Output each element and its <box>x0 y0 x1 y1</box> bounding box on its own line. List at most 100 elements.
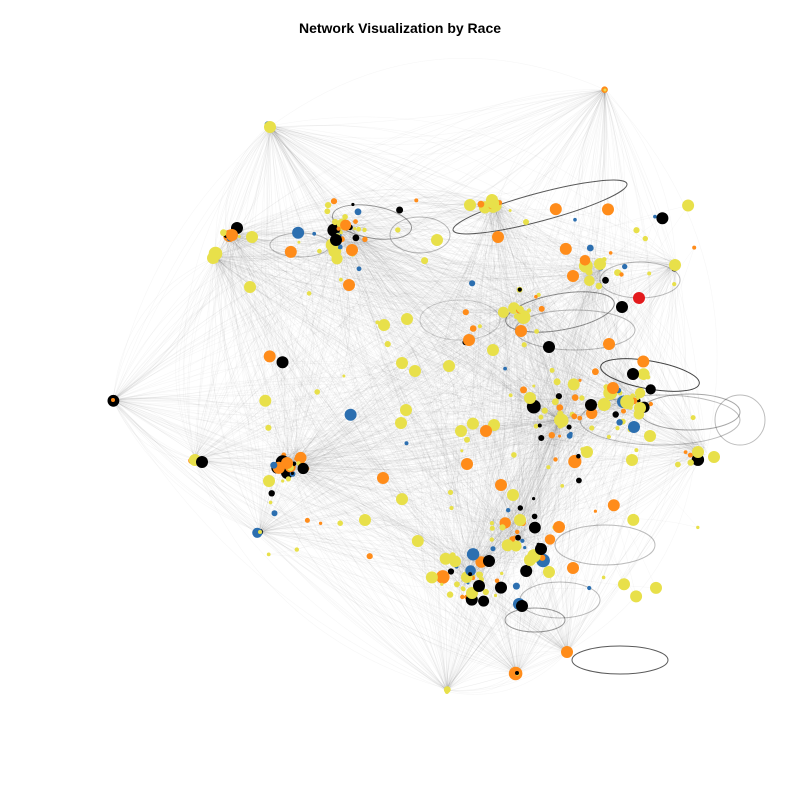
network-edge <box>276 419 561 469</box>
network-edge <box>289 464 657 589</box>
network-edge <box>213 256 568 653</box>
network-edge <box>348 235 500 539</box>
network-edge <box>223 232 561 421</box>
network-edge <box>282 455 705 483</box>
network-edge <box>228 222 340 241</box>
network-node <box>534 294 538 299</box>
network-node <box>337 244 343 250</box>
network-edge <box>196 301 534 463</box>
network-edge <box>228 201 602 282</box>
network-edge <box>283 309 521 456</box>
network-edge <box>268 126 596 264</box>
network-edge <box>271 126 629 405</box>
network-edge <box>192 201 492 460</box>
network-edge <box>559 419 637 597</box>
network-edge <box>290 88 606 471</box>
network-edge <box>492 307 510 519</box>
network-edge <box>424 260 561 421</box>
network-edge <box>555 412 632 442</box>
network-edge <box>234 230 543 423</box>
network-edge <box>447 419 561 690</box>
network-node <box>226 229 238 241</box>
network-edge <box>270 127 593 271</box>
network-edge <box>673 266 699 445</box>
network-edge <box>512 89 606 318</box>
network-node <box>366 553 373 560</box>
network-edge <box>331 238 548 416</box>
network-edge <box>517 316 571 674</box>
network-edge <box>197 282 610 462</box>
network-node <box>532 497 536 501</box>
network-edge <box>499 198 697 454</box>
network-node <box>431 234 443 246</box>
network-edge <box>472 309 521 563</box>
network-edge <box>333 195 502 235</box>
network-edge <box>659 269 696 444</box>
network-edge <box>195 430 561 474</box>
network-node <box>266 552 271 557</box>
network-edge <box>326 216 458 564</box>
network-edge <box>212 255 449 690</box>
network-node <box>281 479 285 483</box>
network-edge <box>344 217 483 585</box>
network-edge <box>531 305 545 411</box>
network-edge <box>230 234 285 473</box>
network-edge <box>454 410 636 581</box>
network-edge <box>214 256 518 673</box>
network-edge <box>567 269 609 653</box>
network-edge <box>524 264 680 522</box>
network-edge <box>193 459 517 673</box>
network-edge <box>234 230 522 309</box>
network-edge <box>339 246 471 576</box>
network-edge <box>594 265 707 446</box>
network-edge <box>289 268 674 466</box>
network-edge <box>566 411 645 652</box>
network-edge <box>340 227 629 399</box>
network-node <box>495 581 507 594</box>
network-edge <box>532 400 618 445</box>
network-edge <box>113 395 537 419</box>
network-edge <box>212 188 491 260</box>
network-edge <box>490 200 642 398</box>
network-edge <box>258 518 515 532</box>
network-edge <box>288 205 491 472</box>
network-edge <box>212 255 609 277</box>
network-edge <box>289 400 624 466</box>
network-edge <box>194 457 538 548</box>
network-edge <box>269 127 291 466</box>
network-node <box>483 555 495 567</box>
network-edge <box>288 438 545 491</box>
network-edge <box>293 428 562 469</box>
network-edge <box>345 224 561 421</box>
network-edge <box>566 260 671 415</box>
network-edge <box>227 200 594 259</box>
network-edge <box>353 238 447 691</box>
network-node <box>259 394 272 407</box>
network-edge <box>112 397 284 459</box>
network-node <box>222 231 226 235</box>
network-edge <box>351 235 571 401</box>
network-edge <box>353 236 516 319</box>
network-edge <box>226 206 503 255</box>
network-edge <box>591 89 694 455</box>
network-edge <box>492 204 554 397</box>
network-node <box>460 586 465 591</box>
network-edge <box>224 126 269 239</box>
network-edge <box>288 260 606 473</box>
network-edge <box>302 309 521 465</box>
network-edge <box>194 210 493 463</box>
network-edge <box>519 427 592 541</box>
network-edge <box>293 457 448 691</box>
network-node <box>489 525 495 531</box>
network-node <box>411 535 424 547</box>
network-edge <box>306 419 561 469</box>
network-node <box>516 600 528 612</box>
network-edge <box>446 394 535 690</box>
network-edge <box>325 241 517 674</box>
network-edge <box>559 419 625 585</box>
network-node <box>517 505 523 511</box>
network-edge <box>229 234 589 429</box>
network-edge <box>267 127 574 410</box>
network-edge <box>533 89 624 524</box>
network-edge <box>272 128 708 452</box>
